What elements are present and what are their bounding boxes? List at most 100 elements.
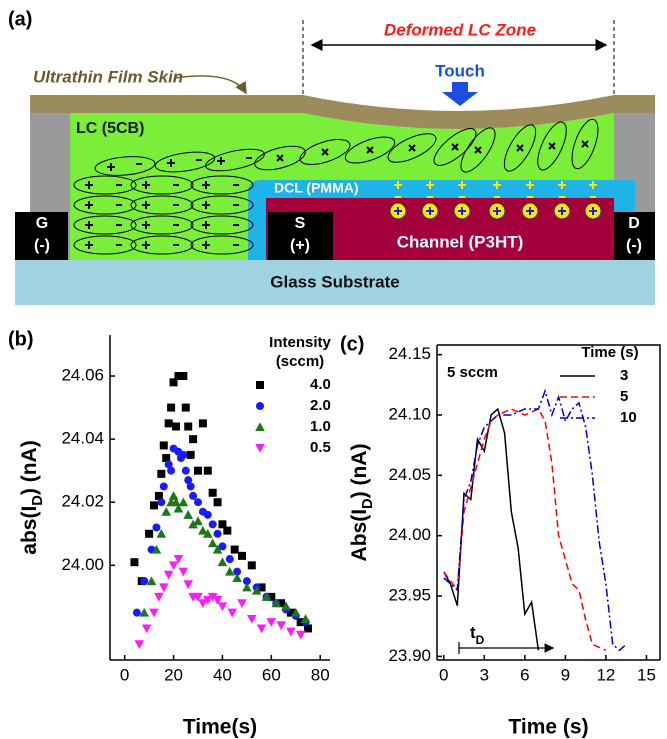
legend-label: 10: [620, 409, 637, 426]
data-point: [169, 561, 179, 570]
y-tick-label: 24.06: [61, 366, 104, 385]
data-point: [145, 530, 153, 538]
data-point: [189, 492, 197, 500]
page: (a) Deformed LC Zone Ultrathin Film Skin…: [0, 0, 667, 739]
y-axis-title-part: Abs(I: [348, 509, 371, 562]
x-tick-label: 12: [596, 665, 615, 684]
figure: (a) Deformed LC Zone Ultrathin Film Skin…: [0, 0, 667, 739]
data-point: [182, 404, 190, 412]
device-diagram: (a) Deformed LC Zone Ultrathin Film Skin…: [8, 8, 655, 305]
x-tick-label: 15: [637, 665, 656, 684]
data-point: [169, 491, 179, 500]
x-tick-label: 0: [120, 665, 129, 684]
data-point: [164, 571, 174, 580]
y-tick-label: 23.95: [388, 586, 431, 605]
x-axis-title: Time (s): [508, 716, 588, 739]
data-point: [218, 602, 228, 611]
data-point: [248, 561, 256, 569]
data-point: [204, 467, 212, 475]
data-point: [208, 538, 218, 547]
gate-polarity: (-): [34, 237, 50, 254]
x-tick-label: 0: [439, 665, 448, 684]
legend-label: 0.5: [310, 439, 331, 456]
data-point: [286, 628, 296, 637]
data-point: [154, 593, 164, 602]
y-axis-title-part: D: [360, 498, 376, 509]
data-point: [165, 419, 173, 427]
x-axis-title: Time(s): [183, 716, 257, 739]
annotation-part: D: [476, 633, 485, 647]
legend-title: Time (s): [581, 344, 638, 361]
data-point: [214, 530, 222, 538]
legend-label: 3: [620, 367, 628, 384]
y-tick-label: 23.90: [388, 646, 431, 665]
legend-label: 5: [620, 388, 628, 405]
drain-polarity: (-): [626, 237, 642, 254]
data-point: [133, 609, 141, 617]
data-point: [187, 451, 195, 459]
legend-label: 1.0: [310, 418, 331, 435]
substrate-label: Glass Substrate: [270, 272, 399, 291]
data-point: [209, 520, 217, 528]
x-tick-label: 9: [561, 665, 570, 684]
data-point: [140, 577, 148, 585]
y-tick-label: 24.04: [61, 429, 104, 448]
data-point: [183, 510, 193, 519]
data-point: [194, 467, 202, 475]
data-line: [444, 391, 626, 650]
data-point: [242, 583, 252, 592]
data-point: [179, 568, 189, 577]
data-point: [231, 546, 239, 554]
data-point: [247, 615, 257, 624]
y-tick-label: 24.05: [388, 465, 431, 484]
annotation: 5 sccm: [447, 364, 498, 381]
data-point: [193, 516, 203, 525]
legend-label: 4.0: [310, 376, 331, 393]
data-point: [167, 467, 175, 475]
touch-label: Touch: [435, 61, 485, 80]
data-point: [194, 498, 202, 506]
y-tick-label: 24.15: [388, 344, 431, 363]
data-point: [204, 511, 212, 519]
x-tick-label: 6: [520, 665, 529, 684]
y-tick-label: 24.02: [61, 492, 104, 511]
data-point: [187, 482, 195, 490]
legend-marker: [255, 444, 265, 453]
y-tick-label: 24.00: [61, 555, 104, 574]
zone-label: Deformed LC Zone: [384, 20, 536, 39]
skin-pointer: [175, 76, 246, 93]
panel-label: (c): [340, 333, 364, 355]
x-tick-label: 3: [480, 665, 489, 684]
data-point: [227, 609, 237, 618]
data-point: [161, 507, 171, 516]
data-point: [135, 640, 145, 649]
data-point: [172, 423, 180, 431]
data-point: [142, 624, 152, 633]
data-point: [199, 419, 207, 427]
data-point: [179, 451, 187, 459]
data-point: [223, 527, 231, 535]
data-point: [159, 583, 169, 592]
data-line: [444, 409, 539, 650]
data-point: [257, 624, 267, 633]
data-point: [238, 552, 246, 560]
touch-arrow: [442, 82, 478, 106]
gate-label: G: [36, 215, 48, 232]
data-point: [267, 618, 277, 627]
data-point: [276, 621, 286, 630]
data-point: [189, 435, 197, 443]
data-point: [214, 498, 222, 506]
y-axis-title: Abs(ID) (nA): [348, 444, 376, 562]
x-tick-label: 20: [164, 665, 183, 684]
data-point: [179, 497, 189, 506]
annotation: tD: [470, 623, 485, 647]
x-tick-label: 40: [213, 665, 232, 684]
y-tick-label: 24.10: [388, 404, 431, 423]
legend-marker: [256, 381, 264, 389]
lc-label: LC (5CB): [76, 120, 144, 137]
x-tick-label: 60: [262, 665, 281, 684]
data-point: [182, 467, 190, 475]
data-point: [226, 555, 234, 563]
charts: (b)24.0024.0224.0424.06020406080Time(s)a…: [8, 328, 660, 738]
data-point: [130, 558, 138, 566]
